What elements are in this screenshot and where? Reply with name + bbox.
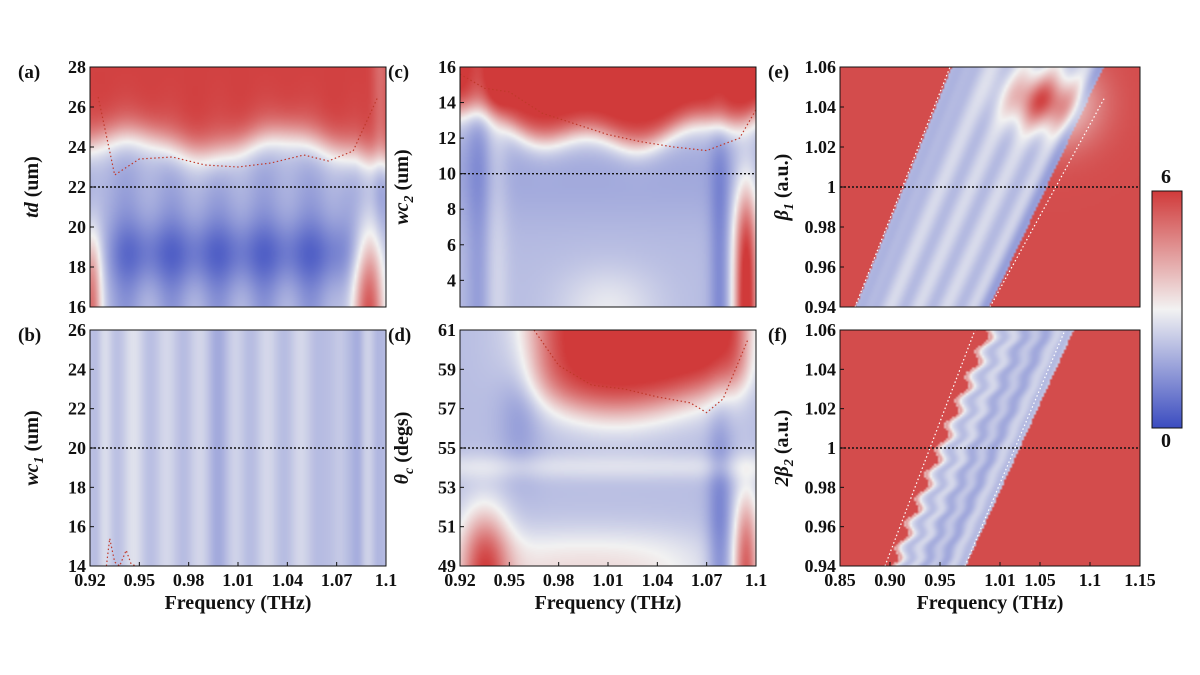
ytick-label-e: 1.02 xyxy=(805,137,837,157)
panel-c: 4 6 8 10 12 14 16 wc2 (um) (c) xyxy=(388,57,757,308)
ytick-label-c: 10 xyxy=(438,164,456,184)
xtick-label-f: 1.1 xyxy=(1079,570,1102,590)
heatmap-c xyxy=(460,67,756,307)
panel-d: 49 51 53 55 57 59 61 0.92 0.95 0.98 1.01 1.04 1.07 1.… xyxy=(388,320,767,614)
ytick-label-e: 0.98 xyxy=(805,217,837,237)
ytick-label-b: 16 xyxy=(68,517,86,537)
contour-c xyxy=(459,73,757,152)
ytick-label-c: 14 xyxy=(438,93,456,113)
band-left-e xyxy=(854,66,951,308)
ytick-label-a: 26 xyxy=(68,97,86,117)
ytick-label-e: 0.96 xyxy=(805,257,837,277)
contour-a xyxy=(97,96,379,176)
panel-label-a: (a) xyxy=(18,62,40,83)
xtick-label-f: 0.85 xyxy=(824,570,856,590)
ytick-label-d: 59 xyxy=(438,359,456,379)
xlabel-b: Frequency (THz) xyxy=(165,592,312,614)
panel-label-d: (d) xyxy=(388,325,411,346)
xtick-label-d: 1.07 xyxy=(691,570,723,590)
panel-f: 0.94 0.96 0.98 1 1.02 1.04 1.06 0.85 0.90 0.95 1.0… xyxy=(768,320,1156,614)
colorbar: 6 0 xyxy=(1151,166,1183,452)
panel-label-b: (b) xyxy=(18,325,41,346)
xtick-label-d: 0.92 xyxy=(444,570,476,590)
panel-b: 14 16 18 20 22 24 26 0.92 0.95 0.98 1.01 1.04 1.07 1.… xyxy=(18,320,397,614)
band-right-f xyxy=(964,329,1066,567)
xtick-label-d: 1.01 xyxy=(592,570,624,590)
xtick-label-b: 0.98 xyxy=(173,570,205,590)
ytick-label-a: 18 xyxy=(68,257,86,277)
ytick-label-e: 1.04 xyxy=(805,97,837,117)
ytick-label-f: 1 xyxy=(827,438,836,458)
ytick-label-c: 12 xyxy=(438,128,456,148)
frame-c xyxy=(459,66,757,308)
ylabel-c: wc2 (um) xyxy=(391,149,417,224)
ylabel-f: 2β2 (a.u.) xyxy=(771,410,797,488)
xtick-label-b: 1.04 xyxy=(272,570,304,590)
ytick-label-d: 49 xyxy=(438,556,456,576)
ytick-label-d: 57 xyxy=(438,399,456,419)
panel-label-c: (c) xyxy=(388,62,409,83)
xtick-label-b: 1.01 xyxy=(222,570,254,590)
ytick-label-f: 1.04 xyxy=(805,359,837,379)
xtick-label-d: 1.1 xyxy=(745,570,768,590)
xtick-label-f: 1.15 xyxy=(1124,570,1156,590)
colorbar-min-label: 0 xyxy=(1161,430,1171,452)
ytick-label-e: 1 xyxy=(827,177,836,197)
ytick-label-c: 16 xyxy=(438,57,456,77)
ytick-label-f: 0.94 xyxy=(805,556,837,576)
ytick-label-a: 22 xyxy=(68,177,86,197)
xtick-label-f: 1.05 xyxy=(1024,570,1056,590)
contour-d xyxy=(533,329,749,414)
xtick-label-f: 1.01 xyxy=(984,570,1016,590)
colorbar-max-label: 6 xyxy=(1161,166,1171,188)
panel-a: 16 18 20 22 24 26 28 td (um) (a) xyxy=(18,57,387,317)
ytick-label-a: 20 xyxy=(68,217,86,237)
ytick-label-b: 22 xyxy=(68,399,86,419)
ylabel-e: β1 (a.u.) xyxy=(771,154,797,222)
ytick-label-c: 6 xyxy=(447,235,456,255)
ytick-label-b: 14 xyxy=(68,556,86,576)
ytick-label-d: 53 xyxy=(438,477,456,497)
ylabel-a: td (um) xyxy=(21,156,43,218)
ytick-label-a: 16 xyxy=(68,297,86,317)
ytick-label-f: 1.06 xyxy=(805,320,837,340)
ytick-label-b: 26 xyxy=(68,320,86,340)
panel-label-e: (e) xyxy=(768,62,789,83)
ylabel-d: θc (degs) xyxy=(391,412,417,485)
ytick-label-b: 24 xyxy=(68,359,86,379)
ylabel-b: wc1 (um) xyxy=(21,410,47,485)
ytick-label-c: 8 xyxy=(447,199,456,219)
xtick-label-d: 1.04 xyxy=(642,570,674,590)
xtick-label-d: 0.95 xyxy=(494,570,526,590)
colorbar-gradient xyxy=(1151,190,1183,429)
ytick-label-b: 18 xyxy=(68,477,86,497)
xlabel-f: Frequency (THz) xyxy=(917,592,1064,614)
ytick-label-e: 0.94 xyxy=(805,297,837,317)
xtick-label-b: 1.1 xyxy=(375,570,398,590)
panel-e: 0.94 0.96 0.98 1 1.02 1.04 1.06 β1 (a.u.) (e) xyxy=(768,57,1141,317)
ytick-label-a: 24 xyxy=(68,137,86,157)
xtick-label-b: 0.95 xyxy=(124,570,156,590)
ytick-label-f: 0.96 xyxy=(805,517,837,537)
panel-label-f: (f) xyxy=(768,325,787,346)
xtick-label-d: 0.98 xyxy=(543,570,575,590)
xtick-label-b: 0.92 xyxy=(74,570,106,590)
ytick-label-f: 0.98 xyxy=(805,477,837,497)
ytick-label-a: 28 xyxy=(68,57,86,77)
xlabel-d: Frequency (THz) xyxy=(535,592,682,614)
ytick-label-c: 4 xyxy=(447,270,456,290)
xtick-label-b: 1.07 xyxy=(321,570,353,590)
xtick-label-f: 0.90 xyxy=(874,570,906,590)
ytick-label-d: 51 xyxy=(438,517,456,537)
ytick-label-e: 1.06 xyxy=(805,57,837,77)
ytick-label-f: 1.02 xyxy=(805,399,837,419)
ytick-label-d: 61 xyxy=(438,320,456,340)
ytick-label-b: 20 xyxy=(68,438,86,458)
ytick-label-d: 55 xyxy=(438,438,456,458)
xtick-label-f: 0.95 xyxy=(924,570,956,590)
